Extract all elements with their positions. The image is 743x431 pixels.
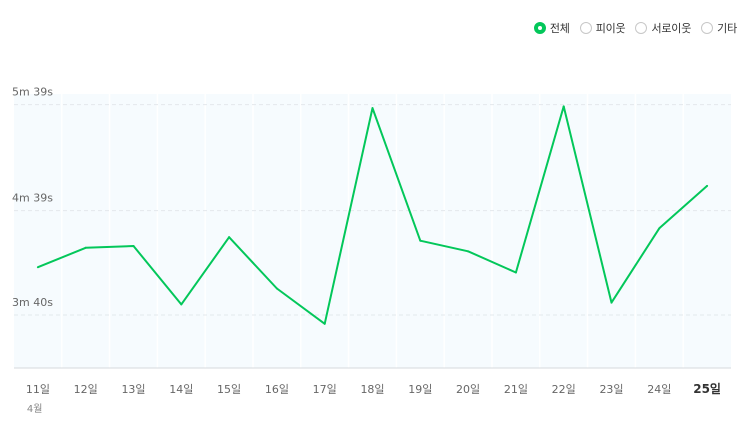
x-tick-label: 22일 [552, 382, 576, 396]
y-tick-label: 5m 39s [12, 86, 53, 99]
x-tick-label: 11일 [26, 382, 50, 396]
data-point [132, 245, 135, 248]
radio-empty-icon [579, 22, 592, 34]
data-point [180, 303, 183, 306]
data-point [514, 271, 517, 274]
data-point [562, 105, 565, 108]
plot-background [14, 94, 731, 368]
data-point [467, 250, 470, 253]
data-point [323, 322, 326, 325]
legend-item-neighbor[interactable]: 피이웃 [579, 20, 626, 36]
data-point [706, 184, 709, 187]
data-point [84, 246, 87, 249]
legend: 전체 피이웃 서로이웃 기타 [533, 20, 737, 36]
month-label: 4월 [27, 403, 43, 415]
x-tick-label: 18일 [360, 382, 384, 396]
data-point [36, 266, 39, 269]
x-tick-label: 12일 [74, 382, 98, 396]
x-tick-label: 13일 [121, 382, 145, 396]
data-point [228, 236, 231, 239]
legend-label: 피이웃 [595, 22, 626, 35]
legend-item-mutual-neighbor[interactable]: 서로이웃 [635, 20, 691, 36]
x-tick-label: 17일 [313, 382, 337, 396]
x-tick-label: 15일 [217, 382, 241, 396]
radio-selected-icon [533, 22, 546, 34]
data-point [371, 107, 374, 110]
legend-label: 전체 [549, 22, 570, 35]
legend-label: 기타 [717, 22, 737, 35]
x-tick-label: 24일 [647, 382, 671, 396]
data-point [610, 301, 613, 304]
data-point [658, 227, 661, 230]
x-tick-label: 16일 [265, 382, 289, 396]
y-tick-label: 3m 40s [12, 296, 53, 309]
legend-label: 서로이웃 [651, 22, 692, 35]
x-tick-label: 19일 [408, 382, 432, 396]
x-tick-label: 23일 [599, 382, 623, 396]
legend-item-other[interactable]: 기타 [701, 20, 737, 36]
x-tick-label: 25일 [693, 382, 721, 396]
x-tick-label: 21일 [504, 382, 528, 396]
data-point [419, 239, 422, 242]
data-point [275, 287, 278, 290]
x-tick-label: 14일 [169, 382, 193, 396]
x-tick-label: 20일 [456, 382, 480, 396]
y-tick-label: 4m 39s [12, 192, 53, 205]
radio-empty-icon [701, 22, 714, 34]
legend-item-all[interactable]: 전체 [533, 20, 570, 36]
radio-empty-icon [635, 22, 648, 34]
